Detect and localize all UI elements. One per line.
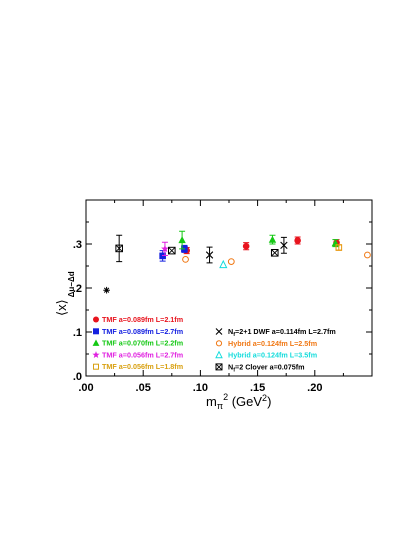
legend-entry: TMF a=0.056fm L=2.7fm xyxy=(92,350,183,359)
data-point xyxy=(161,241,169,256)
data-point xyxy=(182,256,189,263)
data-point xyxy=(168,246,176,255)
legend-entry: TMF a=0.056fm L=1.8fm xyxy=(93,362,183,371)
data-point xyxy=(219,259,228,269)
legend-label: Hybrid a=0.124fm L=3.5fm xyxy=(228,351,317,360)
marker-boxed-x xyxy=(215,363,223,371)
y-tick-label: .0 xyxy=(73,371,82,383)
data-point xyxy=(294,236,301,245)
marker-open-circle xyxy=(182,256,189,263)
y-tick-labels: .0 .1 .2 .3 xyxy=(73,239,82,383)
marker-boxed-x-cross xyxy=(215,363,223,371)
marker-circle xyxy=(93,316,99,323)
data-point xyxy=(115,234,123,263)
legend-label: TMF a=0.089fm L=2.7fm xyxy=(102,327,183,336)
legend-entry: Nf=2+1 DWF a=0.114fm L=2.7fm xyxy=(215,327,336,338)
y-tick-label: .2 xyxy=(73,283,82,295)
legend-entry: TMF a=0.089fm L=2.7fm xyxy=(93,327,183,336)
marker-open-circle xyxy=(215,340,223,347)
marker-open-triangle xyxy=(219,259,228,269)
marker-x xyxy=(280,241,288,250)
data-point xyxy=(178,230,186,250)
marker-open-circle xyxy=(364,251,371,259)
legend-entry: Nf=2 Clover a=0.075fm xyxy=(215,362,305,373)
legend-entry: Hybrid a=0.124fm L=3.5fm xyxy=(215,350,317,360)
data-point xyxy=(270,249,279,257)
data-point xyxy=(335,244,343,251)
x-tick-label: .00 xyxy=(78,382,93,394)
axis-ticks xyxy=(85,200,372,377)
marker-boxed-x-cross xyxy=(115,244,123,253)
data-point xyxy=(364,251,371,259)
legend-label: TMF a=0.056fm L=1.8fm xyxy=(102,362,183,371)
legend-label: TMF a=0.056fm L=2.7fm xyxy=(102,350,183,359)
legend-label: Nf=2 Clover a=0.075fm xyxy=(228,362,305,373)
marker-boxed-x xyxy=(168,246,176,255)
data-point xyxy=(103,286,110,294)
marker-x xyxy=(215,328,223,335)
marker-circle xyxy=(242,242,250,250)
x-axis-title: mπ2 (GeV2) xyxy=(206,392,271,411)
marker-open-triangle xyxy=(215,350,223,359)
marker-open-square xyxy=(335,244,343,251)
x-tick-label: .20 xyxy=(307,382,322,394)
x-tick-label: .05 xyxy=(136,382,151,394)
marker-open-circle xyxy=(227,258,235,266)
y-tick-label: .3 xyxy=(73,239,82,251)
legend-entry: TMF a=0.070fm L=2.2fm xyxy=(92,339,183,348)
marker-x xyxy=(205,251,214,259)
data-point xyxy=(242,242,250,251)
legend-label: Nf=2+1 DWF a=0.114fm L=2.7fm xyxy=(228,327,336,338)
legend-entry: TMF a=0.089fm L=2.1fm xyxy=(93,315,183,324)
y-axis-title: ⟨x⟩Δu−Δd xyxy=(54,271,76,316)
marker-triangle xyxy=(268,235,277,243)
legend-entry: Hybrid a=0.124fm L=2.5fm xyxy=(215,339,317,348)
data-points xyxy=(103,230,371,294)
marker-square xyxy=(93,328,99,335)
data-point xyxy=(280,236,288,254)
y-tick-label: .1 xyxy=(73,327,82,339)
marker-open-square xyxy=(93,363,99,370)
x-tick-label: .15 xyxy=(250,382,265,394)
x-tick-label: .10 xyxy=(193,382,208,394)
marker-boxed-x-cross xyxy=(168,246,176,255)
marker-star xyxy=(161,244,169,253)
x-tick-labels: .00 .05 .10 .15 .20 xyxy=(78,382,322,394)
legend-label: TMF a=0.089fm L=2.1fm xyxy=(102,315,183,324)
marker-star xyxy=(92,351,100,358)
marker-triangle xyxy=(178,236,186,244)
marker-circle xyxy=(294,237,301,244)
marker-triangle xyxy=(92,339,100,346)
marker-asterisk xyxy=(103,286,110,294)
data-point xyxy=(268,234,277,245)
data-point xyxy=(205,246,214,264)
marker-boxed-x-cross xyxy=(271,249,279,257)
legend-label: Hybrid a=0.124fm L=2.5fm xyxy=(228,339,317,348)
legend-label: TMF a=0.070fm L=2.2fm xyxy=(102,339,183,348)
marker-boxed-x xyxy=(270,249,279,257)
legend: TMF a=0.089fm L=2.1fm TMF a=0.089fm L=2.7… xyxy=(92,315,336,373)
marker-boxed-x xyxy=(115,244,123,253)
data-point xyxy=(227,258,235,266)
